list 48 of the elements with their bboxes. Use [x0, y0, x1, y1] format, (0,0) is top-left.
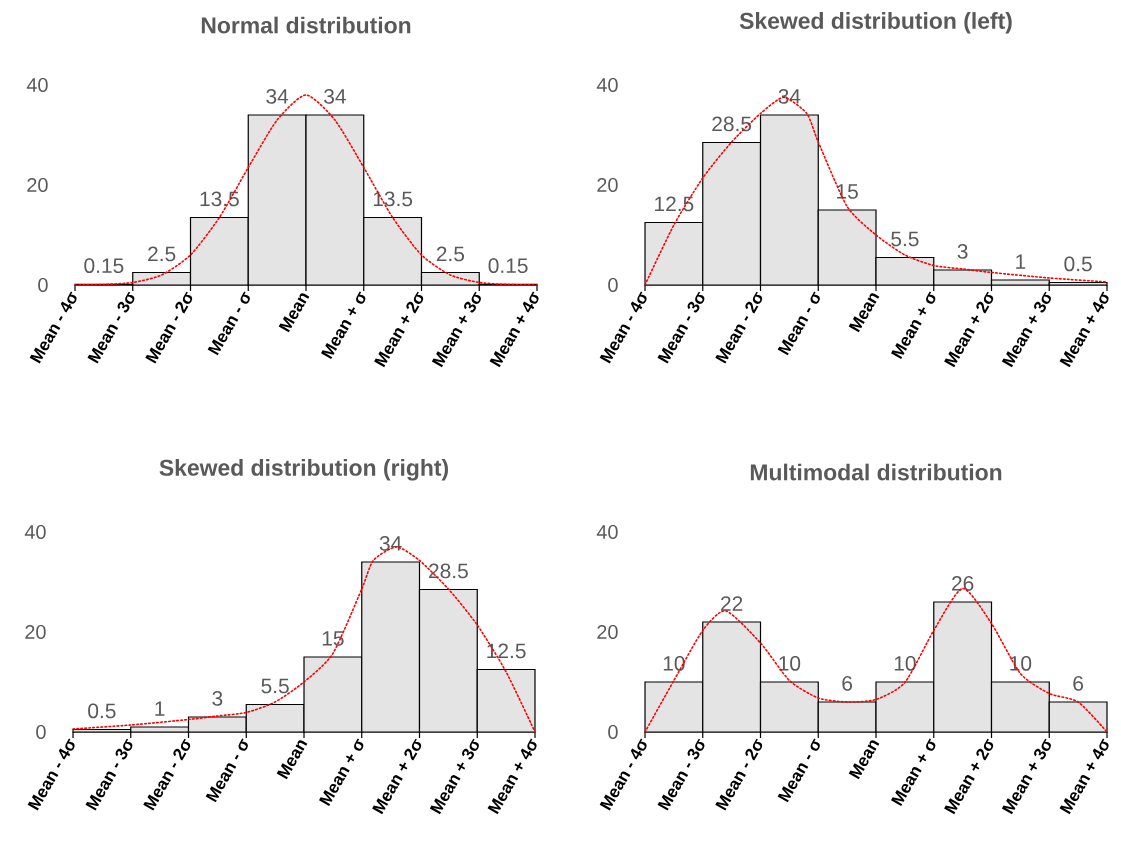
data-label: 0.5 [1064, 256, 1092, 272]
y-tick-label: 0 [36, 724, 46, 740]
data-label: 15 [322, 631, 344, 646]
data-label: 2.5 [436, 246, 465, 262]
y-tick-label: 40 [596, 77, 618, 93]
y-tick-label: 20 [25, 624, 46, 640]
y-tick-label: 40 [596, 524, 618, 540]
data-label: 2.5 [148, 246, 176, 262]
y-tick-label: 0 [38, 277, 48, 293]
data-label: 5.5 [891, 231, 919, 247]
data-label: 3 [212, 690, 223, 706]
data-label: 15 [837, 184, 858, 199]
data-label: 34 [778, 88, 801, 104]
data-label: 28.5 [712, 116, 752, 132]
data-label: 34 [324, 88, 346, 104]
data-label: 12.5 [487, 643, 526, 659]
y-tick-label: 20 [597, 177, 618, 193]
data-label: 0.15 [488, 258, 528, 274]
y-tick-label: 40 [24, 524, 46, 540]
y-tick-label: 0 [608, 277, 618, 293]
data-label: 13.5 [200, 191, 239, 207]
y-tick-label: 20 [597, 624, 618, 640]
data-label: 10 [1010, 655, 1032, 671]
data-label: 10 [894, 655, 916, 671]
data-label: 6 [1073, 675, 1084, 691]
data-label: 10 [779, 655, 801, 671]
data-label: 26 [952, 575, 974, 591]
data-label: 0.5 [88, 703, 116, 719]
data-label: 1 [1016, 254, 1026, 269]
chart-title: Skewed distribution (left) [739, 12, 1012, 34]
chart-title: Skewed distribution (right) [159, 459, 448, 481]
data-label: 34 [379, 535, 402, 551]
data-label: 5.5 [261, 678, 289, 694]
data-label: 34 [266, 88, 289, 104]
data-label: 12.5 [655, 196, 694, 212]
data-label: 3 [957, 243, 968, 259]
data-label: 10 [663, 655, 685, 671]
data-label: 28.5 [429, 563, 468, 579]
data-label: 1 [155, 701, 165, 716]
data-label: 0.15 [84, 258, 124, 274]
y-tick-label: 20 [27, 177, 48, 193]
y-tick-label: 40 [26, 77, 48, 93]
data-label: 22 [721, 596, 743, 611]
data-label: 13.5 [373, 191, 413, 207]
chart-title: Normal distribution [201, 16, 411, 34]
y-tick-label: 0 [608, 724, 618, 740]
data-label: 6 [842, 675, 853, 691]
chart-title: Multimodal distribution [750, 463, 1002, 481]
